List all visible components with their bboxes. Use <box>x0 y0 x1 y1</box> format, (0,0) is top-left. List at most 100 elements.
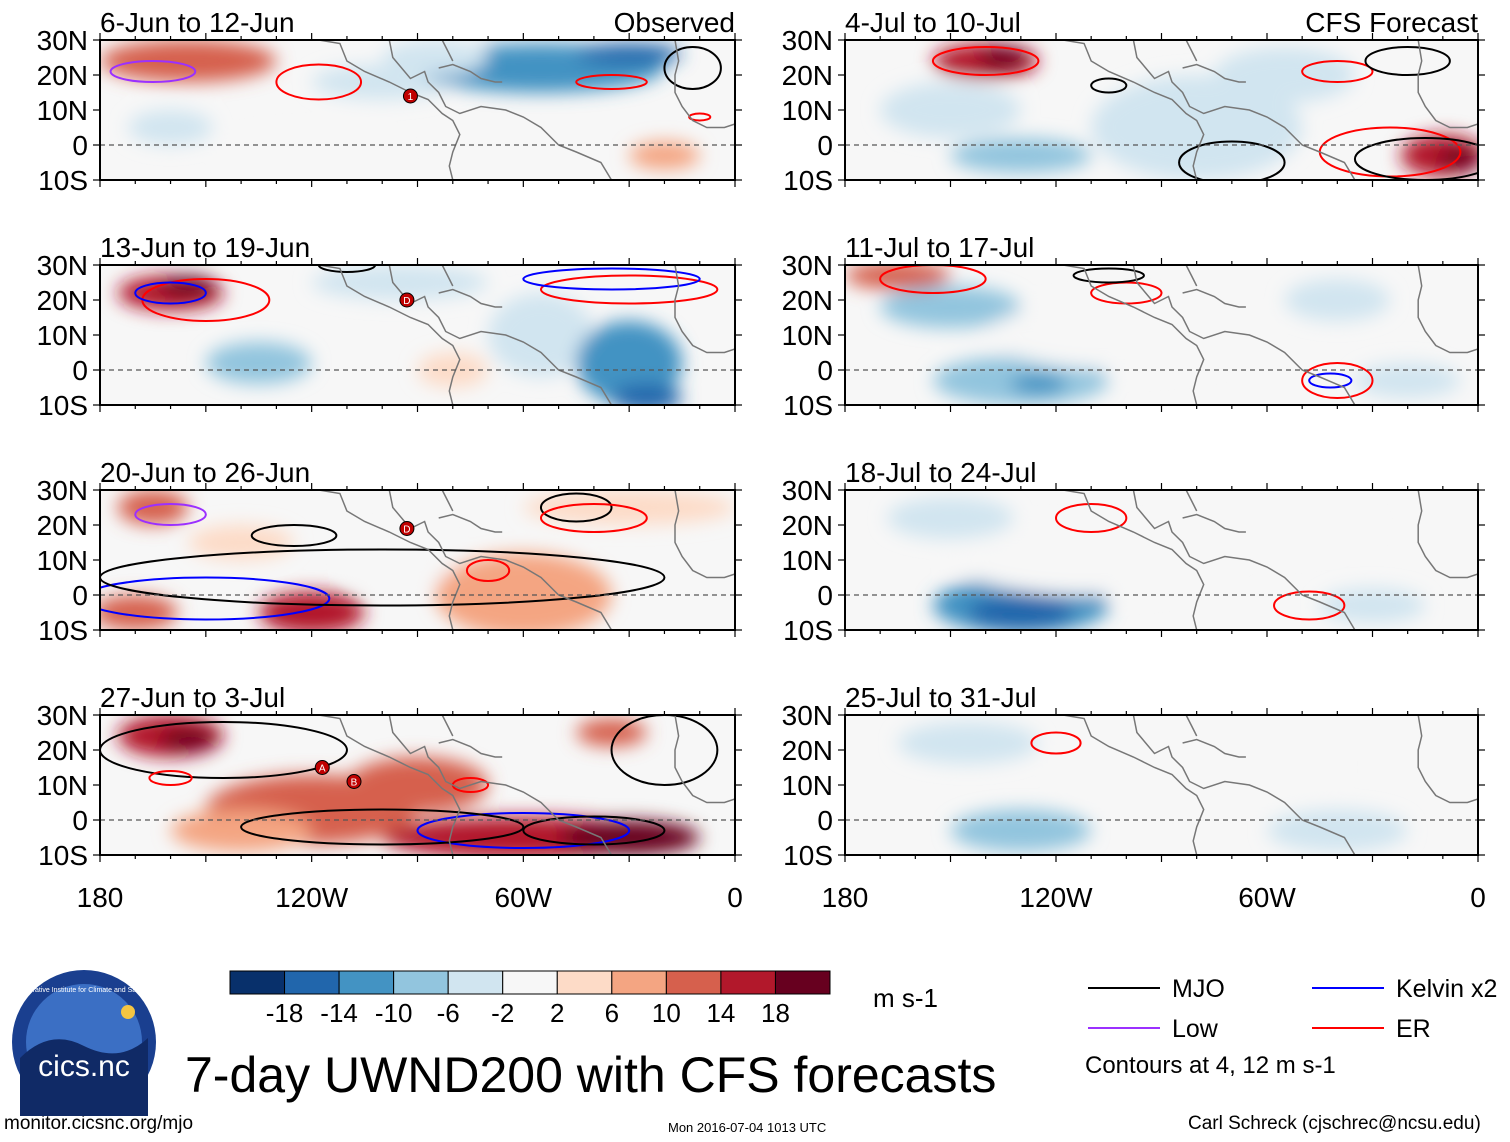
y-tick-label: 20N <box>782 285 833 316</box>
map-panel-5: 4-Jul to 10-Jul CFS Forecast 30N 20N 10N 0 10S <box>782 7 1485 196</box>
y-tick-label: 0 <box>72 805 88 836</box>
colorbar-unit: m s-1 <box>873 983 938 1013</box>
coastline <box>1417 265 1478 354</box>
coastline <box>1132 715 1356 855</box>
wave-contour <box>134 503 207 526</box>
anomaly-shade <box>1091 75 1303 180</box>
wave-contour <box>1072 267 1145 284</box>
coastline <box>1185 490 1198 512</box>
legend-label: Low <box>1172 1015 1219 1043</box>
wave-contour <box>1030 731 1082 755</box>
anomaly-shade <box>880 286 1021 328</box>
colorbar-swatch <box>611 970 667 995</box>
y-tick-label: 20N <box>37 60 88 91</box>
map-panel-2: D 13-Jun to 19-Jun 30N 20N 10N 0 10S <box>37 232 742 421</box>
coastline <box>1062 265 1205 405</box>
panel-date-label: 6-Jun to 12-Jun <box>100 7 295 38</box>
y-tick-label: 10S <box>783 165 833 196</box>
y-tick-label: 10N <box>37 320 88 351</box>
wave-contour <box>1273 590 1346 621</box>
panel-date-label: 25-Jul to 31-Jul <box>845 682 1036 713</box>
x-tick-label: 180 <box>822 882 869 913</box>
wave-contour <box>100 548 666 607</box>
anomaly-shade <box>382 40 489 75</box>
storm-marker <box>399 521 415 536</box>
anomaly-shade <box>1056 732 1338 803</box>
wave-contour <box>1353 137 1478 180</box>
anomaly-field <box>897 722 1408 852</box>
wave-contour <box>663 46 722 90</box>
colorbar-swatch <box>502 970 558 995</box>
anomaly-shade <box>950 525 1232 595</box>
coastline <box>1132 490 1356 630</box>
anomaly-field <box>100 40 700 170</box>
footer-url[interactable]: monitor.cicsnc.org/mjo <box>4 1113 194 1134</box>
anomaly-shade <box>188 525 295 560</box>
x-tick-label: 60W <box>495 882 553 913</box>
wave-contour <box>539 492 613 523</box>
coastline <box>388 40 613 180</box>
colorbar-label: 18 <box>761 998 790 1028</box>
anomaly-shade <box>311 265 489 300</box>
anomaly-shade <box>223 134 400 170</box>
anomaly-shade <box>128 110 213 145</box>
coastline <box>318 490 461 630</box>
anomaly-field <box>845 265 1461 405</box>
anomaly-shade <box>968 595 1074 630</box>
wave-contour <box>250 524 338 547</box>
colorbar-label: 14 <box>706 998 735 1028</box>
colorbar: -18 -14 -10 -6 -2 2 6 10 14 18 <box>229 970 831 1028</box>
legend-label: Kelvin x2 <box>1396 975 1497 1003</box>
y-tick-label: 30N <box>37 250 88 281</box>
coastline <box>1185 40 1198 62</box>
y-tick-label: 10S <box>38 390 88 421</box>
wave-contour <box>416 812 631 849</box>
storm-marker <box>314 760 330 775</box>
anomaly-shade <box>346 757 489 813</box>
colorbar-label: 10 <box>652 998 681 1028</box>
map-panel-7: 18-Jul to 24-Jul 30N 20N 10N 0 10S <box>782 457 1485 646</box>
y-tick-label: 10S <box>783 615 833 646</box>
anomaly-shade <box>576 43 683 65</box>
panel-date-label: 20-Jun to 26-Jun <box>100 457 310 488</box>
colorbar-swatch <box>447 970 504 995</box>
map-panel-6: 11-Jul to 17-Jul 30N 20N 10N 0 10S <box>782 232 1485 421</box>
x-tick-label: 0 <box>727 882 743 913</box>
anomaly-shade <box>346 532 453 588</box>
coastline <box>441 265 454 287</box>
panel-tag: CFS Forecast <box>1305 7 1478 38</box>
anomaly-shade <box>1161 497 1373 553</box>
footer-timestamp: Mon 2016-07-04 1013 UTC <box>668 1120 827 1135</box>
y-tick-label: 0 <box>817 805 833 836</box>
coastline <box>1417 40 1478 129</box>
anomaly-shade <box>170 809 312 852</box>
colorbar-swatch <box>284 970 340 995</box>
storm-marker-label: D <box>403 296 410 307</box>
anomaly-shade <box>576 321 683 405</box>
coastline <box>1182 738 1246 758</box>
wave-contour <box>1301 60 1374 83</box>
colorbar-swatch <box>774 970 831 995</box>
y-tick-label: 30N <box>37 475 88 506</box>
wave-contour <box>465 559 511 582</box>
contour-note: Contours at 4, 12 m s-1 <box>1085 1052 1336 1079</box>
panel-date-label: 18-Jul to 24-Jul <box>845 457 1036 488</box>
y-tick-label: 0 <box>817 355 833 386</box>
coastline <box>388 265 613 405</box>
anomaly-field <box>887 497 1426 630</box>
wave-contour <box>879 265 987 294</box>
coastline <box>1185 715 1198 737</box>
anomaly-shade <box>880 82 1021 138</box>
coastline <box>438 738 503 758</box>
anomaly-shade <box>435 553 612 630</box>
coastline <box>441 40 454 62</box>
wave-contour <box>275 63 363 101</box>
coastline <box>388 715 613 855</box>
main-title: 7-day UWND200 with CFS forecasts <box>185 1047 997 1103</box>
anomaly-shade <box>100 40 277 82</box>
anomaly-shade <box>117 490 189 525</box>
coastline <box>674 265 735 354</box>
map-panel-3: D 20-Jun to 26-Jun 30N 20N 10N 0 10S <box>37 457 742 646</box>
coastline <box>1185 265 1198 287</box>
anomaly-shade <box>558 820 700 855</box>
